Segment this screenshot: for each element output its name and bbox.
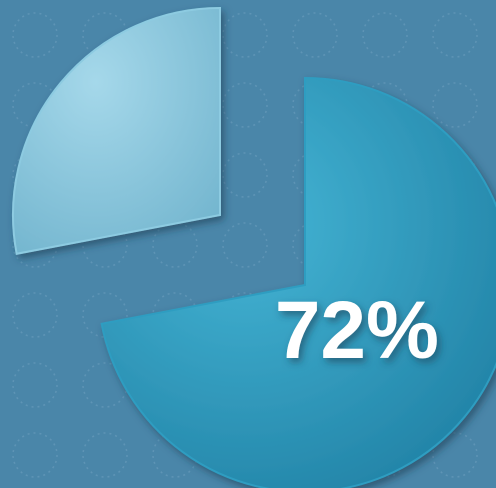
pie-slice (100, 76, 496, 488)
slice-label: 72% (275, 285, 439, 376)
pie-slice (12, 6, 221, 255)
